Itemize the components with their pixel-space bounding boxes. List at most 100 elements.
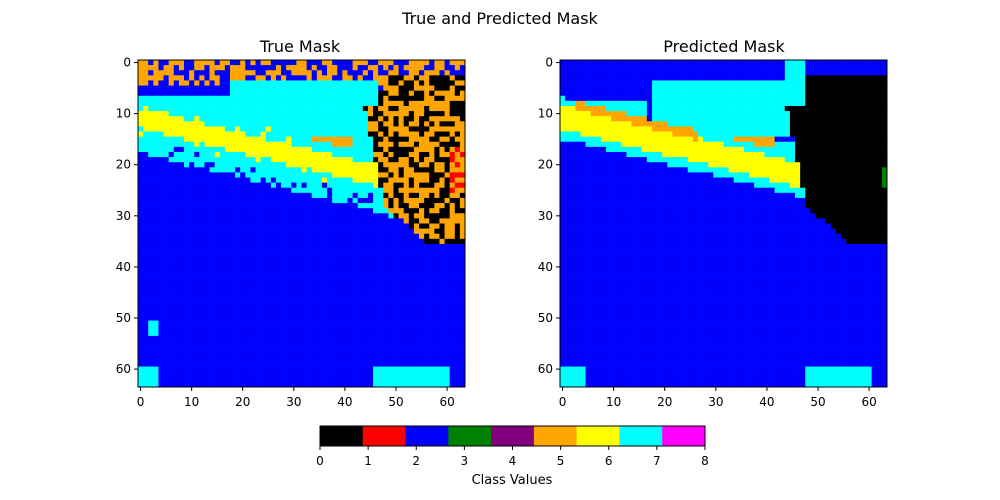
heatmap-cell — [209, 361, 215, 367]
heatmap-cell — [631, 116, 637, 122]
heatmap-cell — [408, 80, 415, 86]
heatmap-cell — [677, 70, 683, 76]
heatmap-cell — [153, 295, 159, 301]
heatmap-cell — [143, 162, 149, 168]
heatmap-cell — [240, 284, 246, 291]
heatmap-cell — [163, 320, 169, 326]
heatmap-cell — [153, 289, 159, 296]
heatmap-cell — [183, 284, 190, 291]
heatmap-cell — [245, 233, 251, 240]
heatmap-cell — [153, 172, 159, 178]
heatmap-cell — [871, 95, 878, 102]
heatmap-cell — [327, 341, 333, 347]
heatmap-cell — [373, 295, 379, 301]
heatmap-cell — [352, 60, 358, 66]
heatmap-cell — [352, 259, 358, 265]
heatmap-cell — [138, 162, 144, 168]
heatmap-cell — [413, 310, 420, 316]
heatmap-cell — [199, 197, 205, 204]
heatmap-cell — [347, 136, 353, 143]
heatmap-cell — [403, 126, 410, 132]
heatmap-cell — [789, 121, 796, 127]
heatmap-cell — [270, 249, 277, 255]
heatmap-cell — [321, 136, 328, 143]
heatmap-cell — [219, 300, 226, 306]
heatmap-cell — [733, 75, 740, 81]
heatmap-cell — [229, 300, 236, 306]
heatmap-cell — [784, 80, 791, 86]
heatmap-cell — [311, 346, 318, 352]
heatmap-cell — [306, 279, 313, 286]
heatmap-cell — [163, 111, 169, 117]
heatmap-cell — [286, 121, 292, 127]
heatmap-cell — [138, 330, 144, 337]
heatmap-cell — [373, 167, 379, 173]
heatmap-cell — [194, 346, 200, 352]
heatmap-cell — [419, 289, 425, 296]
heatmap-cell — [199, 105, 205, 112]
heatmap-cell — [337, 141, 343, 148]
heatmap-cell — [327, 208, 333, 214]
heatmap-cell — [388, 146, 394, 153]
heatmap-cell — [667, 111, 673, 117]
heatmap-cell — [337, 259, 343, 265]
heatmap-cell — [419, 85, 425, 91]
heatmap-cell — [672, 95, 678, 102]
heatmap-cell — [199, 264, 205, 270]
heatmap-cell — [611, 100, 617, 107]
heatmap-cell — [143, 75, 149, 81]
heatmap-cell — [143, 361, 149, 367]
heatmap-cell — [454, 341, 461, 347]
heatmap-cell — [636, 100, 643, 107]
heatmap-cell — [342, 136, 348, 143]
heatmap-cell — [275, 223, 282, 229]
heatmap-cell — [388, 218, 394, 224]
heatmap-cell — [260, 182, 267, 189]
heatmap-cell — [398, 295, 404, 301]
heatmap-cell — [449, 315, 456, 321]
heatmap-cell — [189, 65, 195, 71]
heatmap-cell — [881, 111, 888, 117]
heatmap-cell — [444, 100, 450, 107]
heatmap-cell — [774, 111, 780, 117]
heatmap-cell — [321, 121, 328, 127]
heatmap-cell — [570, 105, 576, 112]
heatmap-cell — [616, 105, 622, 112]
heatmap-cell — [830, 105, 837, 112]
heatmap-cell — [738, 100, 745, 107]
heatmap-cell — [306, 197, 313, 204]
heatmap-cell — [881, 85, 888, 91]
heatmap-cell — [393, 346, 399, 352]
heatmap-cell — [138, 325, 144, 332]
heatmap-cell — [296, 60, 302, 66]
heatmap-cell — [194, 80, 200, 86]
heatmap-cell — [769, 105, 775, 112]
heatmap-cell — [662, 70, 668, 76]
heatmap-cell — [209, 111, 215, 117]
heatmap-cell — [408, 254, 415, 260]
heatmap-cell — [235, 295, 241, 301]
heatmap-cell — [419, 203, 425, 209]
heatmap-cell — [408, 376, 415, 383]
heatmap-cell — [240, 80, 246, 86]
heatmap-cell — [841, 65, 847, 71]
heatmap-cell — [580, 80, 586, 86]
heatmap-cell — [189, 243, 195, 250]
heatmap-cell — [260, 146, 267, 153]
heatmap-cell — [449, 223, 456, 229]
heatmap-cell — [183, 310, 190, 316]
heatmap-cell — [327, 182, 333, 189]
heatmap-cell — [408, 187, 415, 194]
heatmap-cell — [662, 90, 668, 97]
heatmap-cell — [590, 65, 597, 71]
heatmap-cell — [383, 259, 389, 265]
heatmap-cell — [153, 300, 159, 306]
heatmap-cell — [703, 105, 709, 112]
heatmap-cell — [306, 249, 313, 255]
heatmap-cell — [296, 310, 302, 316]
heatmap-cell — [153, 116, 159, 122]
heatmap-cell — [301, 310, 307, 316]
heatmap-cell — [148, 121, 154, 127]
heatmap-cell — [373, 213, 379, 219]
heatmap-cell — [449, 218, 456, 224]
